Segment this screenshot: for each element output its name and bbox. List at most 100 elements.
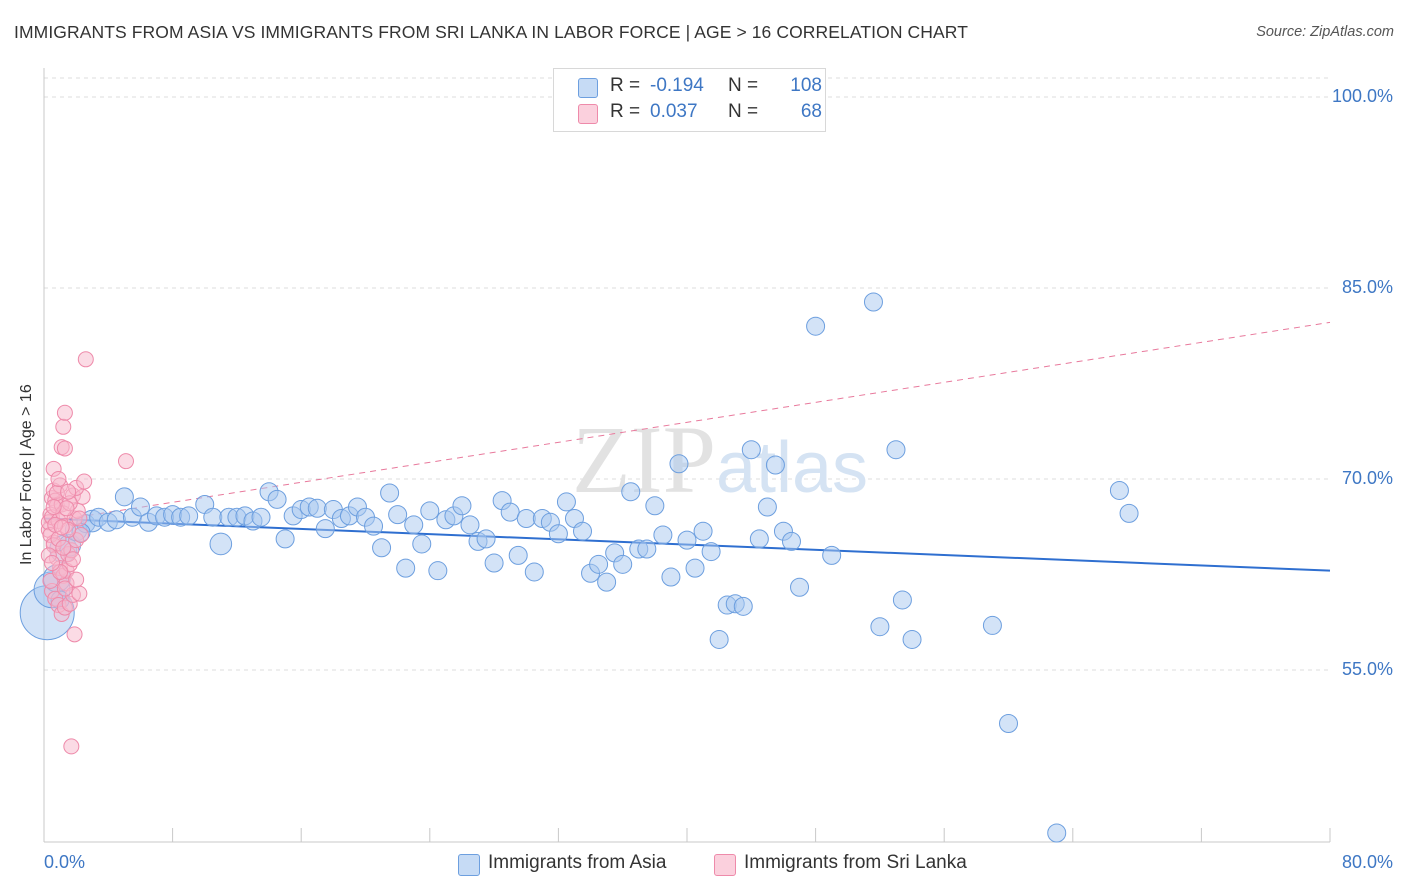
point-asia — [380, 483, 400, 503]
point-asia — [460, 515, 480, 535]
point-asia — [315, 519, 335, 539]
legend-r-value: -0.194 — [650, 75, 704, 96]
point-asia — [476, 529, 496, 549]
point-asia — [179, 506, 199, 526]
point-asia — [637, 539, 657, 559]
point-asia — [781, 531, 801, 551]
point-asia — [653, 525, 673, 545]
point-srilanka — [66, 626, 83, 643]
legend-r-label: R = — [610, 101, 641, 122]
bottom-legend-label-srilanka: Immigrants from Sri Lanka — [744, 852, 967, 873]
point-asia — [412, 534, 432, 554]
point-asia — [404, 515, 424, 535]
point-asia — [701, 542, 721, 562]
point-asia — [669, 454, 689, 474]
point-srilanka — [71, 510, 88, 527]
point-srilanka — [50, 471, 67, 487]
point-asia — [709, 629, 729, 649]
point-asia — [757, 497, 777, 517]
point-asia — [275, 529, 295, 549]
point-asia — [388, 505, 408, 525]
point-asia — [1119, 503, 1139, 523]
point-asia — [1109, 480, 1129, 500]
legend-r-value: 0.037 — [650, 101, 698, 122]
axes — [43, 68, 1331, 843]
x-tick-label-min: 0.0% — [44, 852, 86, 872]
legend-swatch-asia — [578, 78, 598, 98]
point-srilanka — [76, 473, 93, 490]
point-srilanka — [117, 453, 134, 470]
point-srilanka — [63, 738, 80, 755]
bottom-legend-swatch-asia — [458, 854, 480, 876]
point-asia — [364, 516, 384, 536]
legend-swatch-srilanka — [578, 104, 598, 124]
y-axis-label-wrap: In Labor Force | Age > 16 — [18, 384, 38, 795]
legend: R = -0.194 N = 108 R = 0.037 N = 68 — [553, 68, 826, 132]
point-srilanka — [44, 555, 61, 572]
point-asia — [428, 561, 448, 581]
legend-n-value: 108 — [790, 75, 822, 96]
point-asia — [733, 596, 753, 616]
point-asia — [892, 590, 912, 610]
point-asia — [677, 530, 697, 550]
legend-r-label: R = — [610, 75, 641, 96]
gridlines — [44, 77, 1330, 671]
y-tick-label: 100.0% — [1331, 86, 1393, 106]
point-asia — [806, 316, 826, 336]
bottom-legend-label-asia: Immigrants from Asia — [488, 852, 667, 873]
point-asia — [114, 487, 134, 507]
legend-n-value: 68 — [800, 101, 822, 122]
point-asia — [307, 498, 327, 518]
y-tick-label: 70.0% — [1341, 468, 1393, 488]
point-asia — [863, 292, 883, 312]
point-asia — [372, 538, 392, 558]
point-asia — [790, 577, 810, 597]
point-srilanka — [56, 580, 73, 597]
point-asia — [1047, 823, 1067, 843]
point-asia — [870, 617, 890, 637]
point-srilanka — [53, 519, 70, 536]
point-srilanka — [68, 571, 85, 588]
point-asia — [251, 507, 271, 527]
legend-n-label: N = — [728, 75, 759, 96]
point-srilanka — [55, 539, 72, 556]
point-srilanka — [55, 418, 72, 435]
point-asia — [573, 521, 593, 541]
point-asia — [500, 502, 520, 522]
point-srilanka — [77, 351, 94, 368]
point-asia — [661, 567, 681, 587]
point-srilanka — [71, 585, 88, 602]
bottom-legend-swatch-srilanka — [714, 854, 736, 876]
point-asia — [130, 497, 150, 517]
point-asia — [645, 496, 665, 516]
point-asia — [267, 489, 287, 509]
watermark: ZIPatlas — [572, 406, 868, 513]
point-asia — [548, 524, 568, 544]
point-asia — [106, 510, 126, 530]
data-points — [19, 292, 1139, 843]
point-asia — [685, 558, 705, 578]
point-asia — [741, 440, 761, 460]
y-axis-label: In Labor Force | Age > 16 — [18, 384, 35, 565]
point-srilanka — [45, 499, 62, 516]
point-asia — [420, 501, 440, 521]
point-asia — [452, 496, 472, 516]
point-asia — [396, 558, 416, 578]
point-asia — [749, 529, 769, 549]
point-asia — [524, 562, 544, 582]
y-tick-label: 55.0% — [1341, 659, 1393, 679]
x-tick-label-max: 80.0% — [1341, 852, 1393, 872]
point-srilanka — [56, 404, 73, 421]
point-srilanka — [60, 483, 77, 500]
point-asia — [999, 713, 1018, 733]
point-asia — [886, 440, 906, 460]
legend-n-label: N = — [728, 101, 759, 122]
point-asia — [982, 615, 1002, 635]
point-asia — [589, 554, 609, 574]
trend-line-srilanka — [43, 321, 1331, 523]
point-asia — [613, 554, 633, 574]
point-asia — [597, 572, 617, 592]
point-asia — [765, 455, 785, 475]
point-asia — [693, 521, 713, 541]
chart-title: IMMIGRANTS FROM ASIA VS IMMIGRANTS FROM … — [14, 22, 968, 42]
